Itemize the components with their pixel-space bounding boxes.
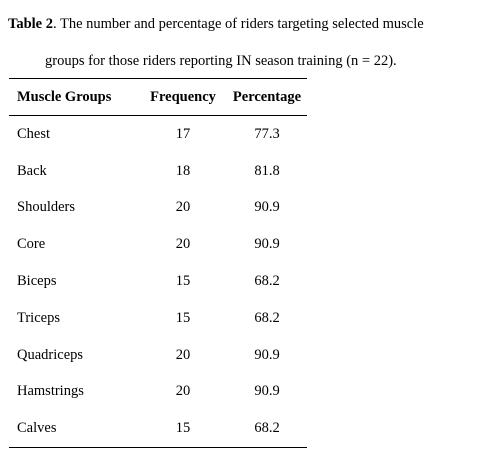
- cell-percentage: 90.9: [254, 346, 280, 363]
- table-row: Biceps 15 68.2: [9, 263, 307, 300]
- table-row: Hamstrings 20 90.9: [9, 374, 307, 411]
- cell-percentage: 77.3: [254, 125, 280, 142]
- cell-frequency: 15: [175, 273, 191, 290]
- cell-percentage: 68.2: [254, 273, 280, 290]
- cell-group: Chest: [17, 125, 51, 142]
- table-row: Quadriceps 20 90.9: [9, 337, 307, 374]
- cell-frequency: 20: [175, 199, 191, 216]
- cell-group: Shoulders: [17, 199, 75, 216]
- cell-group: Back: [17, 162, 47, 179]
- cell-frequency: 18: [175, 162, 191, 179]
- caption-text-line1: . The number and percentage of riders ta…: [53, 16, 424, 32]
- cell-percentage: 81.8: [254, 162, 280, 179]
- cell-frequency: 15: [175, 309, 191, 326]
- caption-label: Table 2: [8, 16, 53, 32]
- cell-percentage: 68.2: [254, 420, 280, 437]
- table-caption: Table 2. The number and percentage of ri…: [8, 6, 470, 80]
- cell-frequency: 15: [175, 420, 191, 437]
- cell-group: Hamstrings: [17, 383, 84, 400]
- cell-group: Calves: [17, 420, 57, 437]
- muscle-groups-table: Muscle Groups Frequency Percentage Chest…: [9, 78, 307, 449]
- cell-percentage: 68.2: [254, 309, 280, 326]
- cell-group: Biceps: [17, 273, 57, 290]
- cell-frequency: 20: [175, 236, 191, 253]
- header-percentage: Percentage: [227, 78, 307, 116]
- table-header-row: Muscle Groups Frequency Percentage: [9, 78, 307, 116]
- table-row: Back 18 81.8: [9, 153, 307, 190]
- cell-frequency: 20: [175, 346, 191, 363]
- table-container: Muscle Groups Frequency Percentage Chest…: [9, 78, 307, 449]
- header-frequency: Frequency: [139, 78, 227, 116]
- table-row: Chest 17 77.3: [9, 116, 307, 153]
- cell-group: Triceps: [17, 309, 60, 326]
- table-row: Shoulders 20 90.9: [9, 190, 307, 227]
- table-row: Calves 15 68.2: [9, 410, 307, 447]
- table-row: Triceps 15 68.2: [9, 300, 307, 337]
- cell-percentage: 90.9: [254, 383, 280, 400]
- cell-group: Core: [17, 236, 46, 253]
- cell-frequency: 17: [175, 125, 191, 142]
- cell-group: Quadriceps: [17, 346, 84, 363]
- table-row: Core 20 90.9: [9, 226, 307, 263]
- caption-text-line2: groups for those riders reporting IN sea…: [45, 53, 397, 69]
- cell-percentage: 90.9: [254, 236, 280, 253]
- cell-percentage: 90.9: [254, 199, 280, 216]
- cell-frequency: 20: [175, 383, 191, 400]
- header-muscle-groups: Muscle Groups: [9, 78, 139, 116]
